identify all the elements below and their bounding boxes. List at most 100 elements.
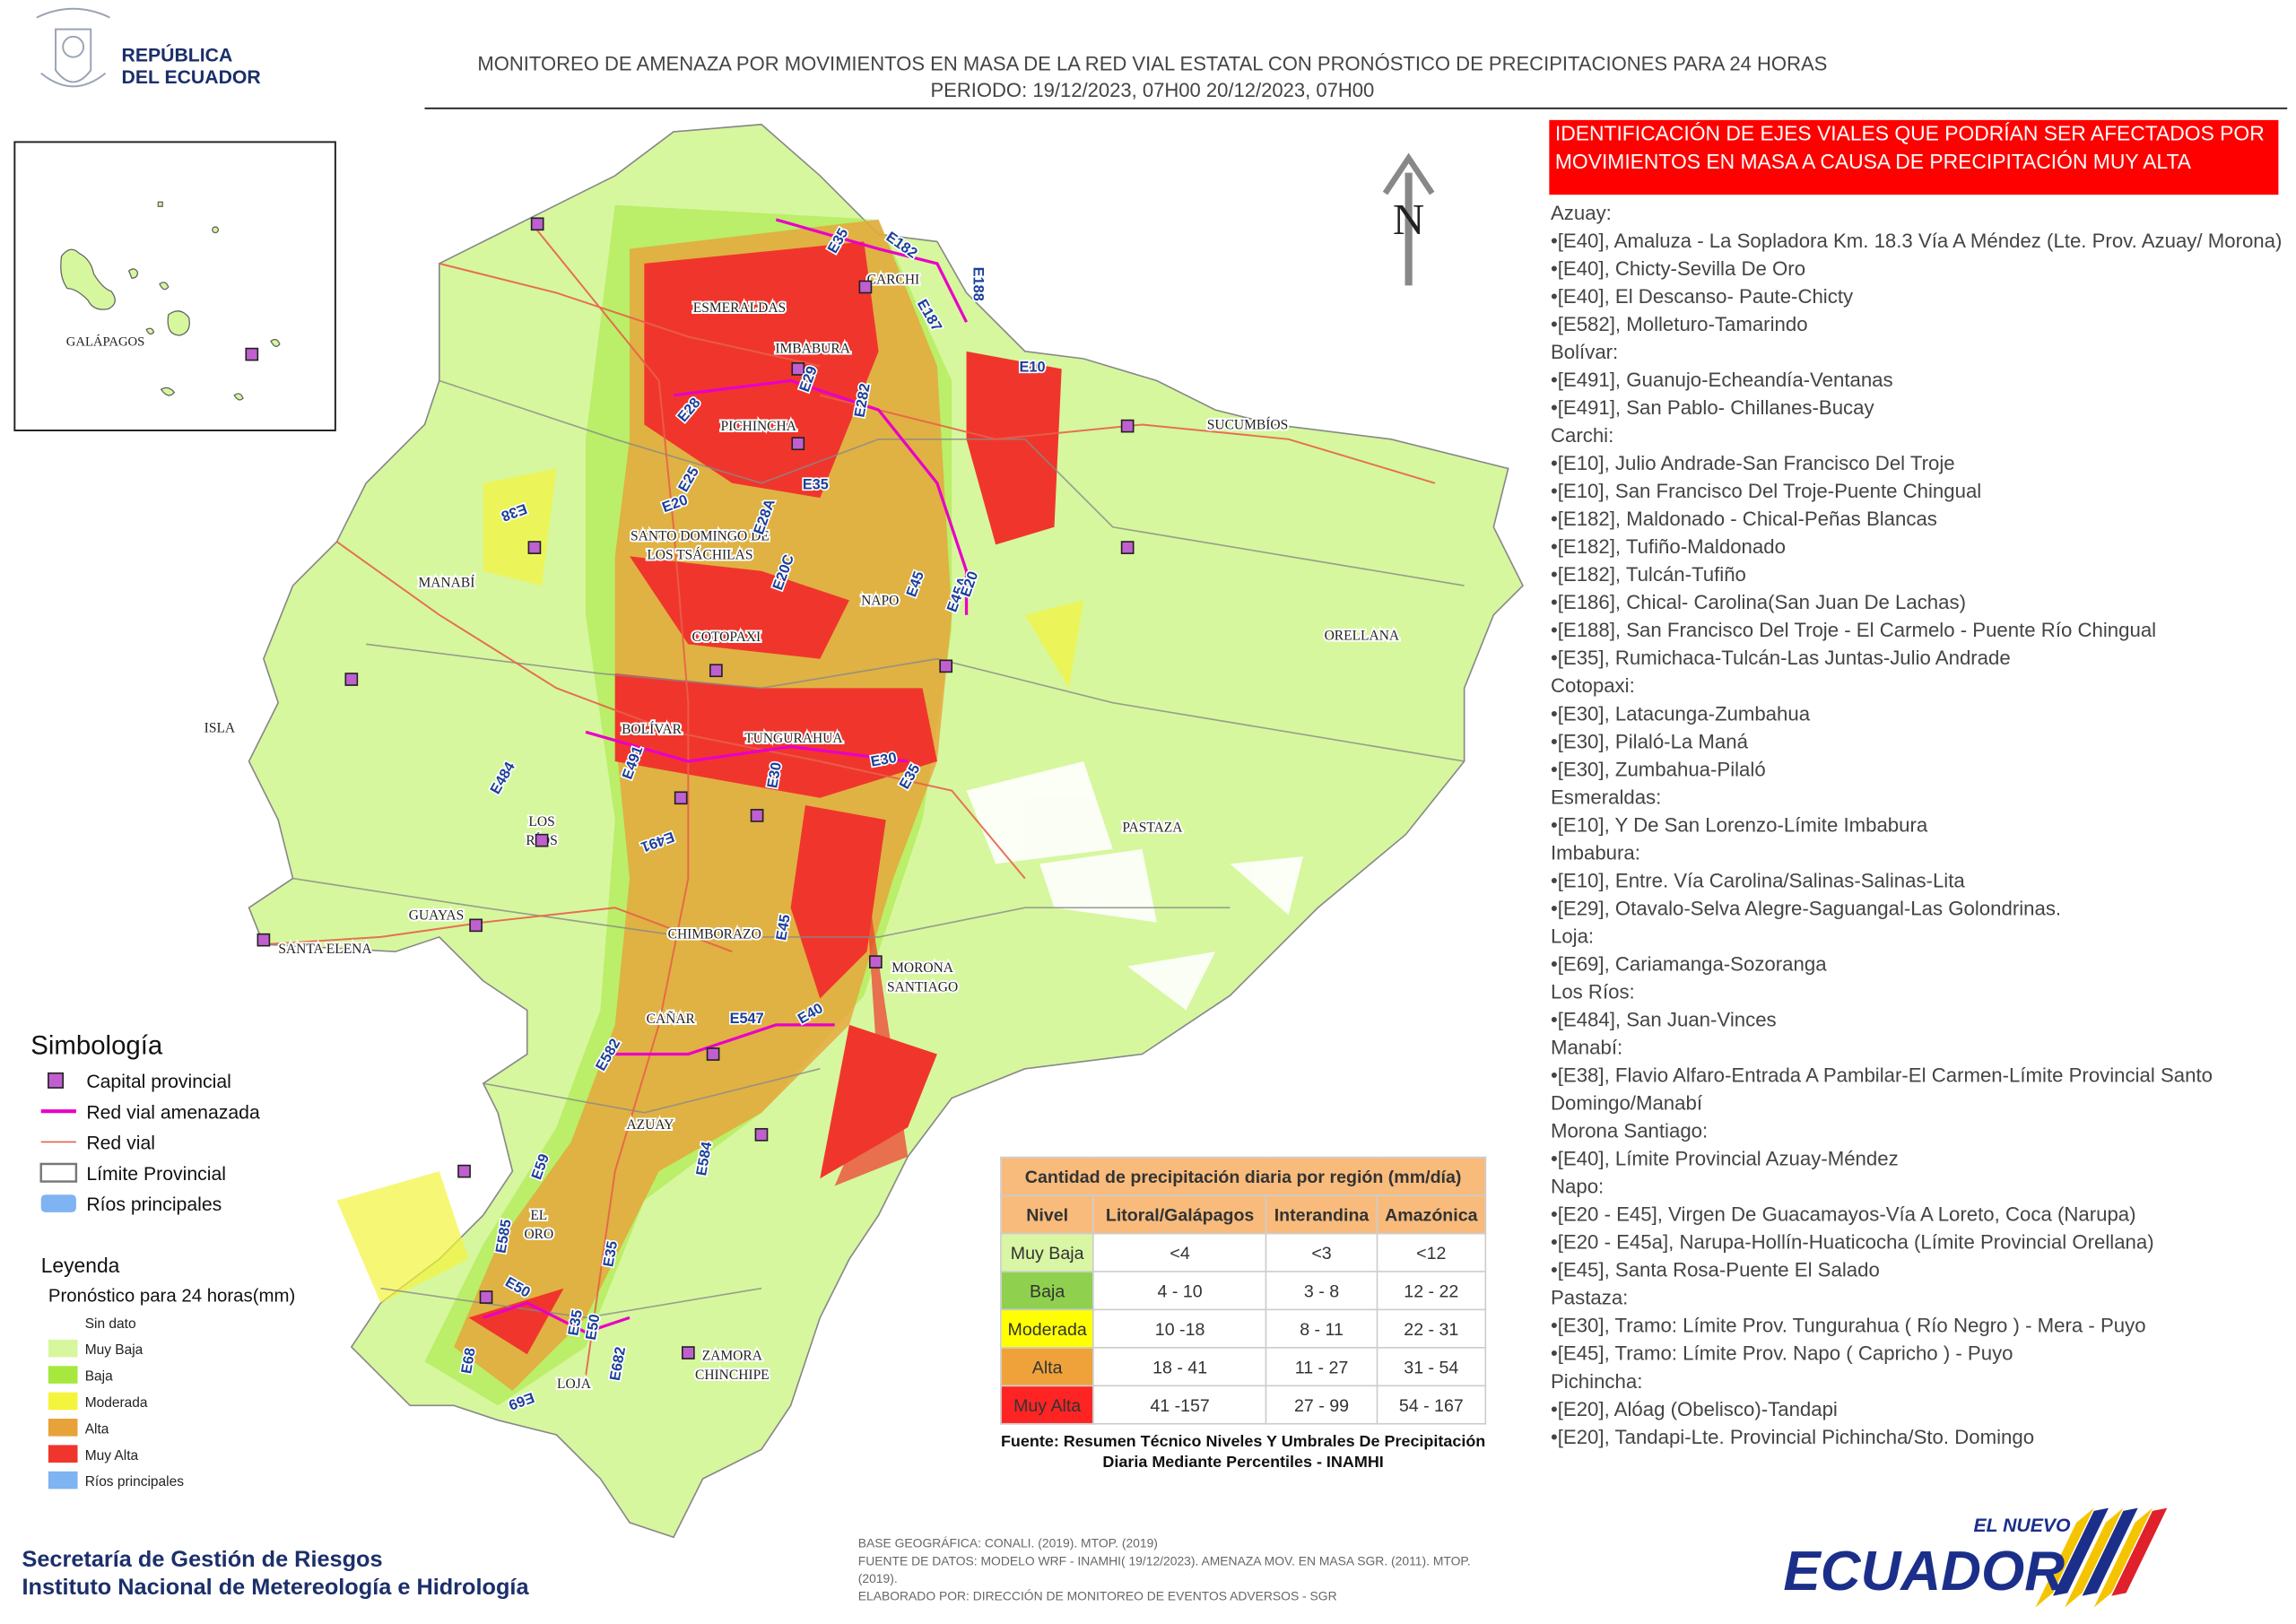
table-cell: Alta bbox=[1000, 1347, 1095, 1387]
province-heading: Pichincha: bbox=[1550, 1370, 1643, 1393]
provincial-capital bbox=[868, 955, 883, 968]
road-item: •[E20 - E45], Virgen De Guacamayos-Vía A… bbox=[1550, 1203, 2136, 1226]
legend: Simbología Capital provincial Red vial ame… bbox=[30, 1031, 295, 1490]
symbology-item: Capital provincial bbox=[86, 1072, 231, 1092]
province-label: CARCHI bbox=[867, 273, 920, 288]
table-title: Cantidad de precipitación diaria por reg… bbox=[1000, 1156, 1487, 1196]
provincial-capital bbox=[706, 1047, 720, 1061]
provincial-capital bbox=[530, 217, 544, 231]
road-label: E35 bbox=[565, 1308, 586, 1337]
road-item: •[E40], Límite Provincial Azuay-Méndez bbox=[1550, 1147, 1899, 1170]
province-label: LOS TSÁCHILAS bbox=[647, 548, 752, 563]
table-header: Amazónica bbox=[1376, 1194, 1487, 1235]
table-cell: 12 - 22 bbox=[1376, 1271, 1487, 1311]
footer-note: FUENTE DE DATOS: MODELO WRF - INAMHI( 19… bbox=[857, 1553, 1471, 1586]
table-cell: Muy Alta bbox=[1000, 1385, 1095, 1425]
table-source: Fuente: Resumen Técnico Niveles Y Umbral… bbox=[1000, 1433, 1486, 1472]
province-heading: Cotopaxi: bbox=[1550, 674, 1635, 698]
province-label: AZUAY bbox=[626, 1117, 674, 1133]
road-item: •[E20 - E45a], Narupa-Hollín-Huaticocha … bbox=[1550, 1231, 2154, 1254]
legend-subtitle: Pronóstico para 24 horas(mm) bbox=[48, 1286, 295, 1306]
footer-org: Secretaría de Gestión de Riesgos bbox=[22, 1547, 382, 1572]
country-name: DEL ECUADOR bbox=[122, 67, 261, 88]
inset-label: GALÁPAGOS bbox=[66, 334, 145, 349]
provincial-capital bbox=[858, 280, 873, 294]
province-label: SANTA ELENA bbox=[278, 942, 372, 957]
road-item: •[E40], El Descanso- Paute-Chicty bbox=[1550, 285, 1854, 308]
legend-swatch bbox=[48, 1339, 78, 1358]
footer-notes: BASE GEOGRÁFICA: CONALI. (2019). MTOP. (… bbox=[858, 1534, 1502, 1604]
footer-note: BASE GEOGRÁFICA: CONALI. (2019). MTOP. (… bbox=[857, 1535, 1158, 1550]
symbology-item: Ríos principales bbox=[86, 1194, 222, 1215]
province-label: ORO bbox=[524, 1227, 553, 1242]
table-row: Muy Baja <4 <3 <12 bbox=[1000, 1232, 1487, 1272]
province-label: EL bbox=[530, 1208, 547, 1223]
legend-swatch bbox=[48, 1471, 78, 1489]
country-name: REPÚBLICA bbox=[122, 44, 233, 66]
province-label: CHIMBORAZO bbox=[668, 927, 761, 942]
legend-item: Alta bbox=[85, 1421, 109, 1437]
road-item: •[E10], San Francisco Del Troje-Puente C… bbox=[1550, 480, 1982, 502]
road-item: •[E30], Zumbahua-Pilaló bbox=[1550, 758, 1766, 781]
table-cell: 3 - 8 bbox=[1265, 1271, 1378, 1311]
province-label: LOJA bbox=[557, 1376, 592, 1392]
province-label: SANTIAGO bbox=[887, 979, 958, 994]
provincial-capital bbox=[1120, 541, 1135, 554]
symbology-title: Simbología bbox=[30, 1031, 163, 1061]
province-label: TUNGURAHUA bbox=[744, 731, 843, 746]
legend-item: Muy Baja bbox=[85, 1342, 144, 1358]
province-heading: Azuay: bbox=[1550, 202, 1612, 224]
panel-heading: IDENTIFICACIÓN DE EJES VIALES QUE PODRÍA… bbox=[1549, 119, 2279, 195]
province-label: CAÑAR bbox=[647, 1012, 696, 1027]
legend-swatch bbox=[48, 1392, 78, 1411]
province-label: LOS bbox=[528, 814, 554, 829]
table-row: Muy Alta 41 -157 27 - 99 54 - 167 bbox=[1000, 1385, 1487, 1425]
brand-logo bbox=[2035, 1507, 2168, 1608]
table-cell: 41 -157 bbox=[1092, 1385, 1267, 1425]
provincial-capital bbox=[791, 362, 805, 376]
road-item: •[E35], Rumichaca-Tulcán-Las Juntas-Juli… bbox=[1550, 647, 2011, 670]
inset-frame bbox=[13, 141, 336, 431]
table-cell: 11 - 27 bbox=[1265, 1347, 1378, 1387]
legend-item: Sin dato bbox=[85, 1316, 136, 1332]
provincial-capital bbox=[469, 918, 483, 933]
road-list: Azuay: •[E40], Amaluza - La Sopladora Km.… bbox=[1551, 199, 2283, 1451]
province-label: ZAMORA bbox=[702, 1349, 763, 1364]
province-label: IMBABURA bbox=[775, 341, 850, 356]
provincial-capital bbox=[674, 791, 688, 805]
provincial-capital bbox=[750, 809, 764, 822]
province-heading: Morona Santiago: bbox=[1550, 1119, 1709, 1142]
symbol bbox=[40, 1194, 76, 1212]
provincial-capital bbox=[479, 1290, 493, 1304]
road-label: E10 bbox=[1020, 360, 1046, 376]
road-item: •[E10], Entre. Vía Carolina/Salinas-Sali… bbox=[1550, 869, 1965, 892]
province-label: GUAYAS bbox=[409, 908, 464, 923]
symbology-item: Red vial bbox=[86, 1133, 155, 1154]
provincial-capital bbox=[344, 673, 359, 686]
road-item: •[E491], San Pablo- Chillanes-Bucay bbox=[1550, 396, 1874, 419]
table-cell: 54 - 167 bbox=[1376, 1385, 1487, 1425]
table-cell: Muy Baja bbox=[1000, 1232, 1095, 1272]
province-heading: Los Ríos: bbox=[1550, 980, 1635, 1003]
province-heading: Esmeraldas: bbox=[1550, 786, 1662, 809]
table-cell: 27 - 99 bbox=[1265, 1385, 1378, 1425]
symbol bbox=[48, 1072, 65, 1089]
table-cell: 4 - 10 bbox=[1092, 1271, 1267, 1311]
provincial-capital bbox=[681, 1346, 695, 1359]
province-label: PICHINCHA bbox=[721, 419, 797, 434]
table-header: Interandina bbox=[1265, 1194, 1378, 1235]
road-item: •[E45], Santa Rosa-Puente El Salado bbox=[1550, 1259, 1880, 1281]
provincial-capital bbox=[527, 541, 542, 554]
province-heading: Carchi: bbox=[1550, 424, 1614, 447]
province-label: CHINCHIPE bbox=[695, 1368, 770, 1383]
brand-top: EL NUEVO bbox=[1973, 1515, 2071, 1536]
table-cell: Baja bbox=[1000, 1271, 1095, 1311]
legend-title: Leyenda bbox=[41, 1254, 120, 1277]
road-item: •[E182], Tufiño-Maldonado bbox=[1550, 535, 1786, 559]
coat-of-arms bbox=[36, 7, 110, 88]
road-item: •[E30], Latacunga-Zumbahua bbox=[1550, 702, 1811, 725]
road-label: E547 bbox=[730, 1011, 764, 1027]
north-label: N bbox=[1393, 195, 1424, 244]
